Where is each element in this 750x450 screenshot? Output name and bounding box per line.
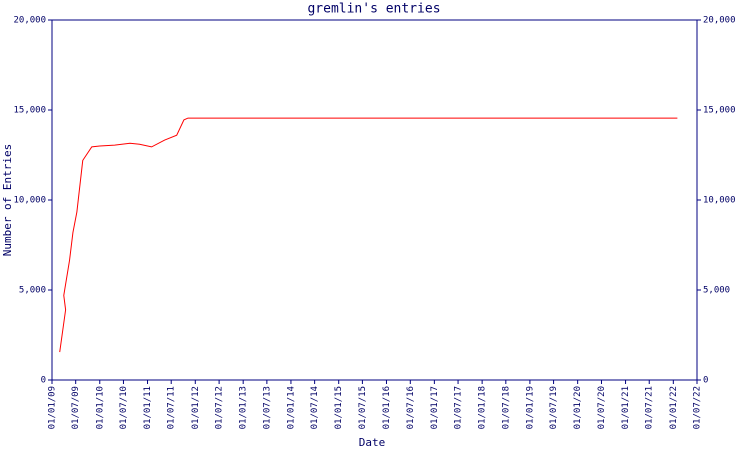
y-tick-label: 0	[41, 376, 46, 386]
x-tick-label: 01/01/17	[430, 386, 440, 429]
x-tick-label: 01/01/12	[191, 386, 201, 429]
x-tick-label: 01/01/21	[621, 386, 631, 429]
x-tick-label: 01/07/20	[597, 386, 607, 429]
y-axis-label: Number of Entries	[1, 144, 14, 257]
x-tick-label: 01/01/22	[669, 386, 679, 429]
x-tick-label: 01/07/22	[693, 386, 703, 429]
y-tick-label: 20,000	[13, 16, 46, 26]
x-tick-label: 01/07/09	[71, 386, 81, 429]
x-tick-label: 01/07/17	[454, 386, 464, 429]
x-tick-label: 01/01/11	[143, 386, 153, 429]
x-tick-label: 01/07/13	[262, 386, 272, 429]
y2-tick-label: 10,000	[703, 196, 736, 206]
x-tick-label: 01/07/16	[406, 386, 416, 429]
x-axis-label: Date	[359, 436, 386, 449]
x-tick-label: 01/07/18	[501, 386, 511, 429]
y2-tick-label: 15,000	[703, 106, 736, 116]
x-tick-label: 01/07/19	[549, 386, 559, 429]
plot-frame	[51, 19, 698, 381]
x-tick-label: 01/01/14	[286, 386, 296, 429]
x-tick-label: 01/01/15	[334, 386, 344, 429]
x-tick-label: 01/07/10	[119, 386, 129, 429]
chart-title: gremlin's entries	[307, 2, 440, 17]
x-tick-label: 01/01/16	[382, 386, 392, 429]
x-tick-label: 01/07/11	[167, 386, 177, 429]
x-tick-label: 01/01/10	[95, 386, 105, 429]
y-tick-label: 10,000	[13, 196, 46, 206]
x-tick-label: 01/01/09	[48, 386, 58, 429]
y-tick-label: 15,000	[13, 106, 46, 116]
x-tick-label: 01/07/15	[358, 386, 368, 429]
x-tick-label: 01/01/19	[525, 386, 535, 429]
y2-tick-label: 0	[703, 376, 708, 386]
x-tick-label: 01/07/21	[645, 386, 655, 429]
y-tick-label: 5,000	[19, 286, 46, 296]
data-line	[59, 117, 678, 353]
x-tick-label: 01/01/13	[239, 386, 249, 429]
x-tick-label: 01/07/12	[215, 386, 225, 429]
x-tick-label: 01/07/14	[310, 386, 320, 429]
x-tick-label: 01/01/18	[478, 386, 488, 429]
x-tick-label: 01/01/20	[573, 386, 583, 429]
y2-tick-label: 5,000	[703, 286, 730, 296]
y2-tick-label: 20,000	[703, 16, 736, 26]
